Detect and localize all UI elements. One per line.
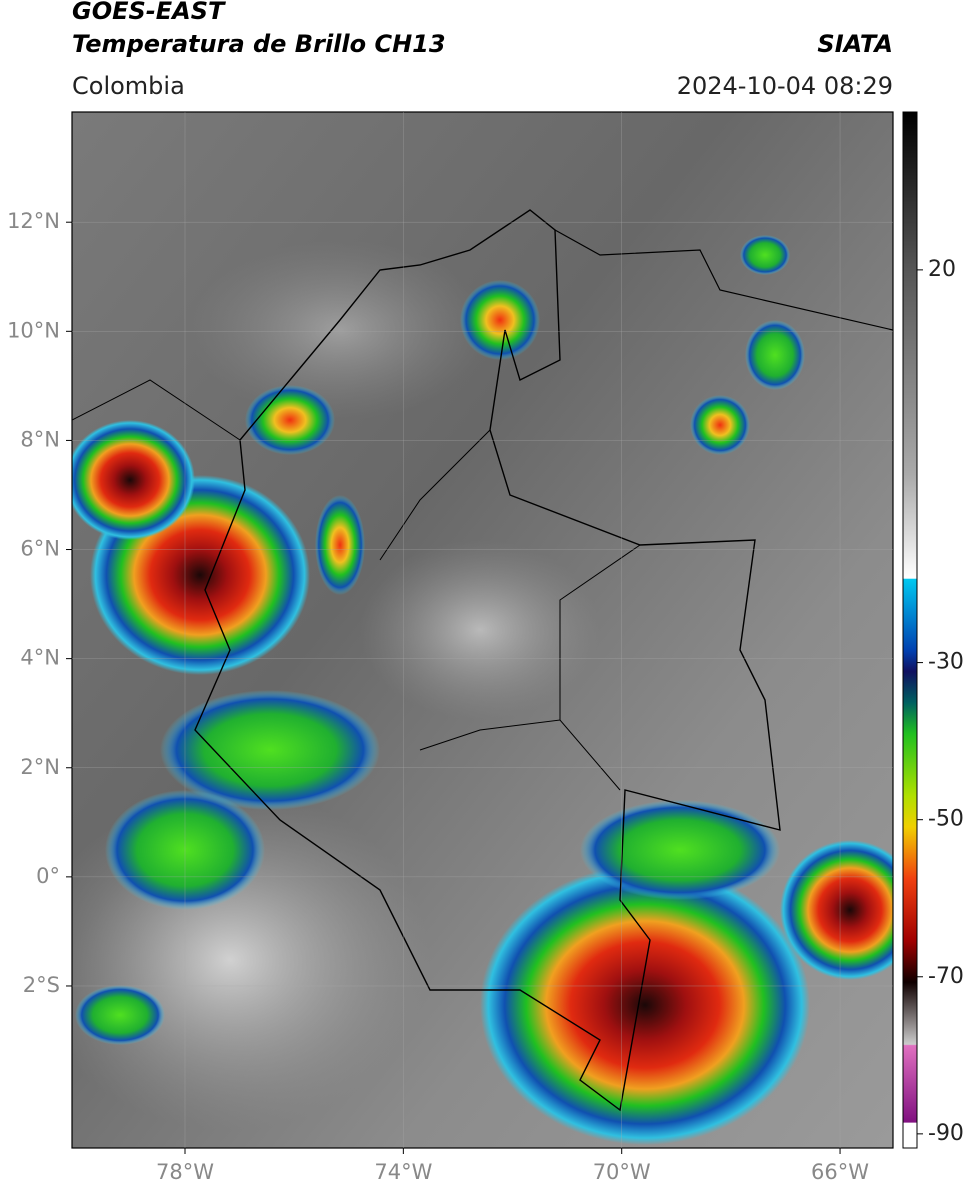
lat-tick-label: 10°N [7, 318, 60, 342]
lat-tick-label: 2°N [20, 755, 60, 779]
lon-tick-label: 78°W [156, 1160, 214, 1184]
lat-tick-label: 8°N [20, 427, 60, 451]
lon-tick-label: 66°W [811, 1160, 869, 1184]
colorbar-tick-label: -90 [928, 1121, 964, 1146]
map-frame [71, 111, 894, 1149]
colorbar-tick-label: 20 [928, 257, 956, 282]
lat-tick-label: 4°N [20, 646, 60, 670]
region: Colombia [72, 72, 185, 100]
satellite-image [72, 112, 893, 1148]
subtitle: Temperatura de Brillo CH13 [72, 30, 446, 58]
lon-tick-label: 70°W [593, 1160, 651, 1184]
colorbar [902, 111, 918, 1149]
colorbar-tick-label: -70 [928, 964, 964, 989]
colorbar-tick-label: -30 [928, 650, 964, 675]
colorbar-tick-label: -50 [928, 807, 964, 832]
lat-tick-label: 6°N [20, 537, 60, 561]
source: SIATA [817, 30, 893, 58]
lat-tick-label: 2°S [23, 973, 60, 997]
lon-tick-label: 74°W [374, 1160, 432, 1184]
title: GOES-EAST [72, 0, 226, 25]
timestamp: 2024-10-04 08:29 [677, 72, 893, 100]
lat-tick-label: 12°N [7, 209, 60, 233]
lat-tick-label: 0° [36, 864, 60, 888]
